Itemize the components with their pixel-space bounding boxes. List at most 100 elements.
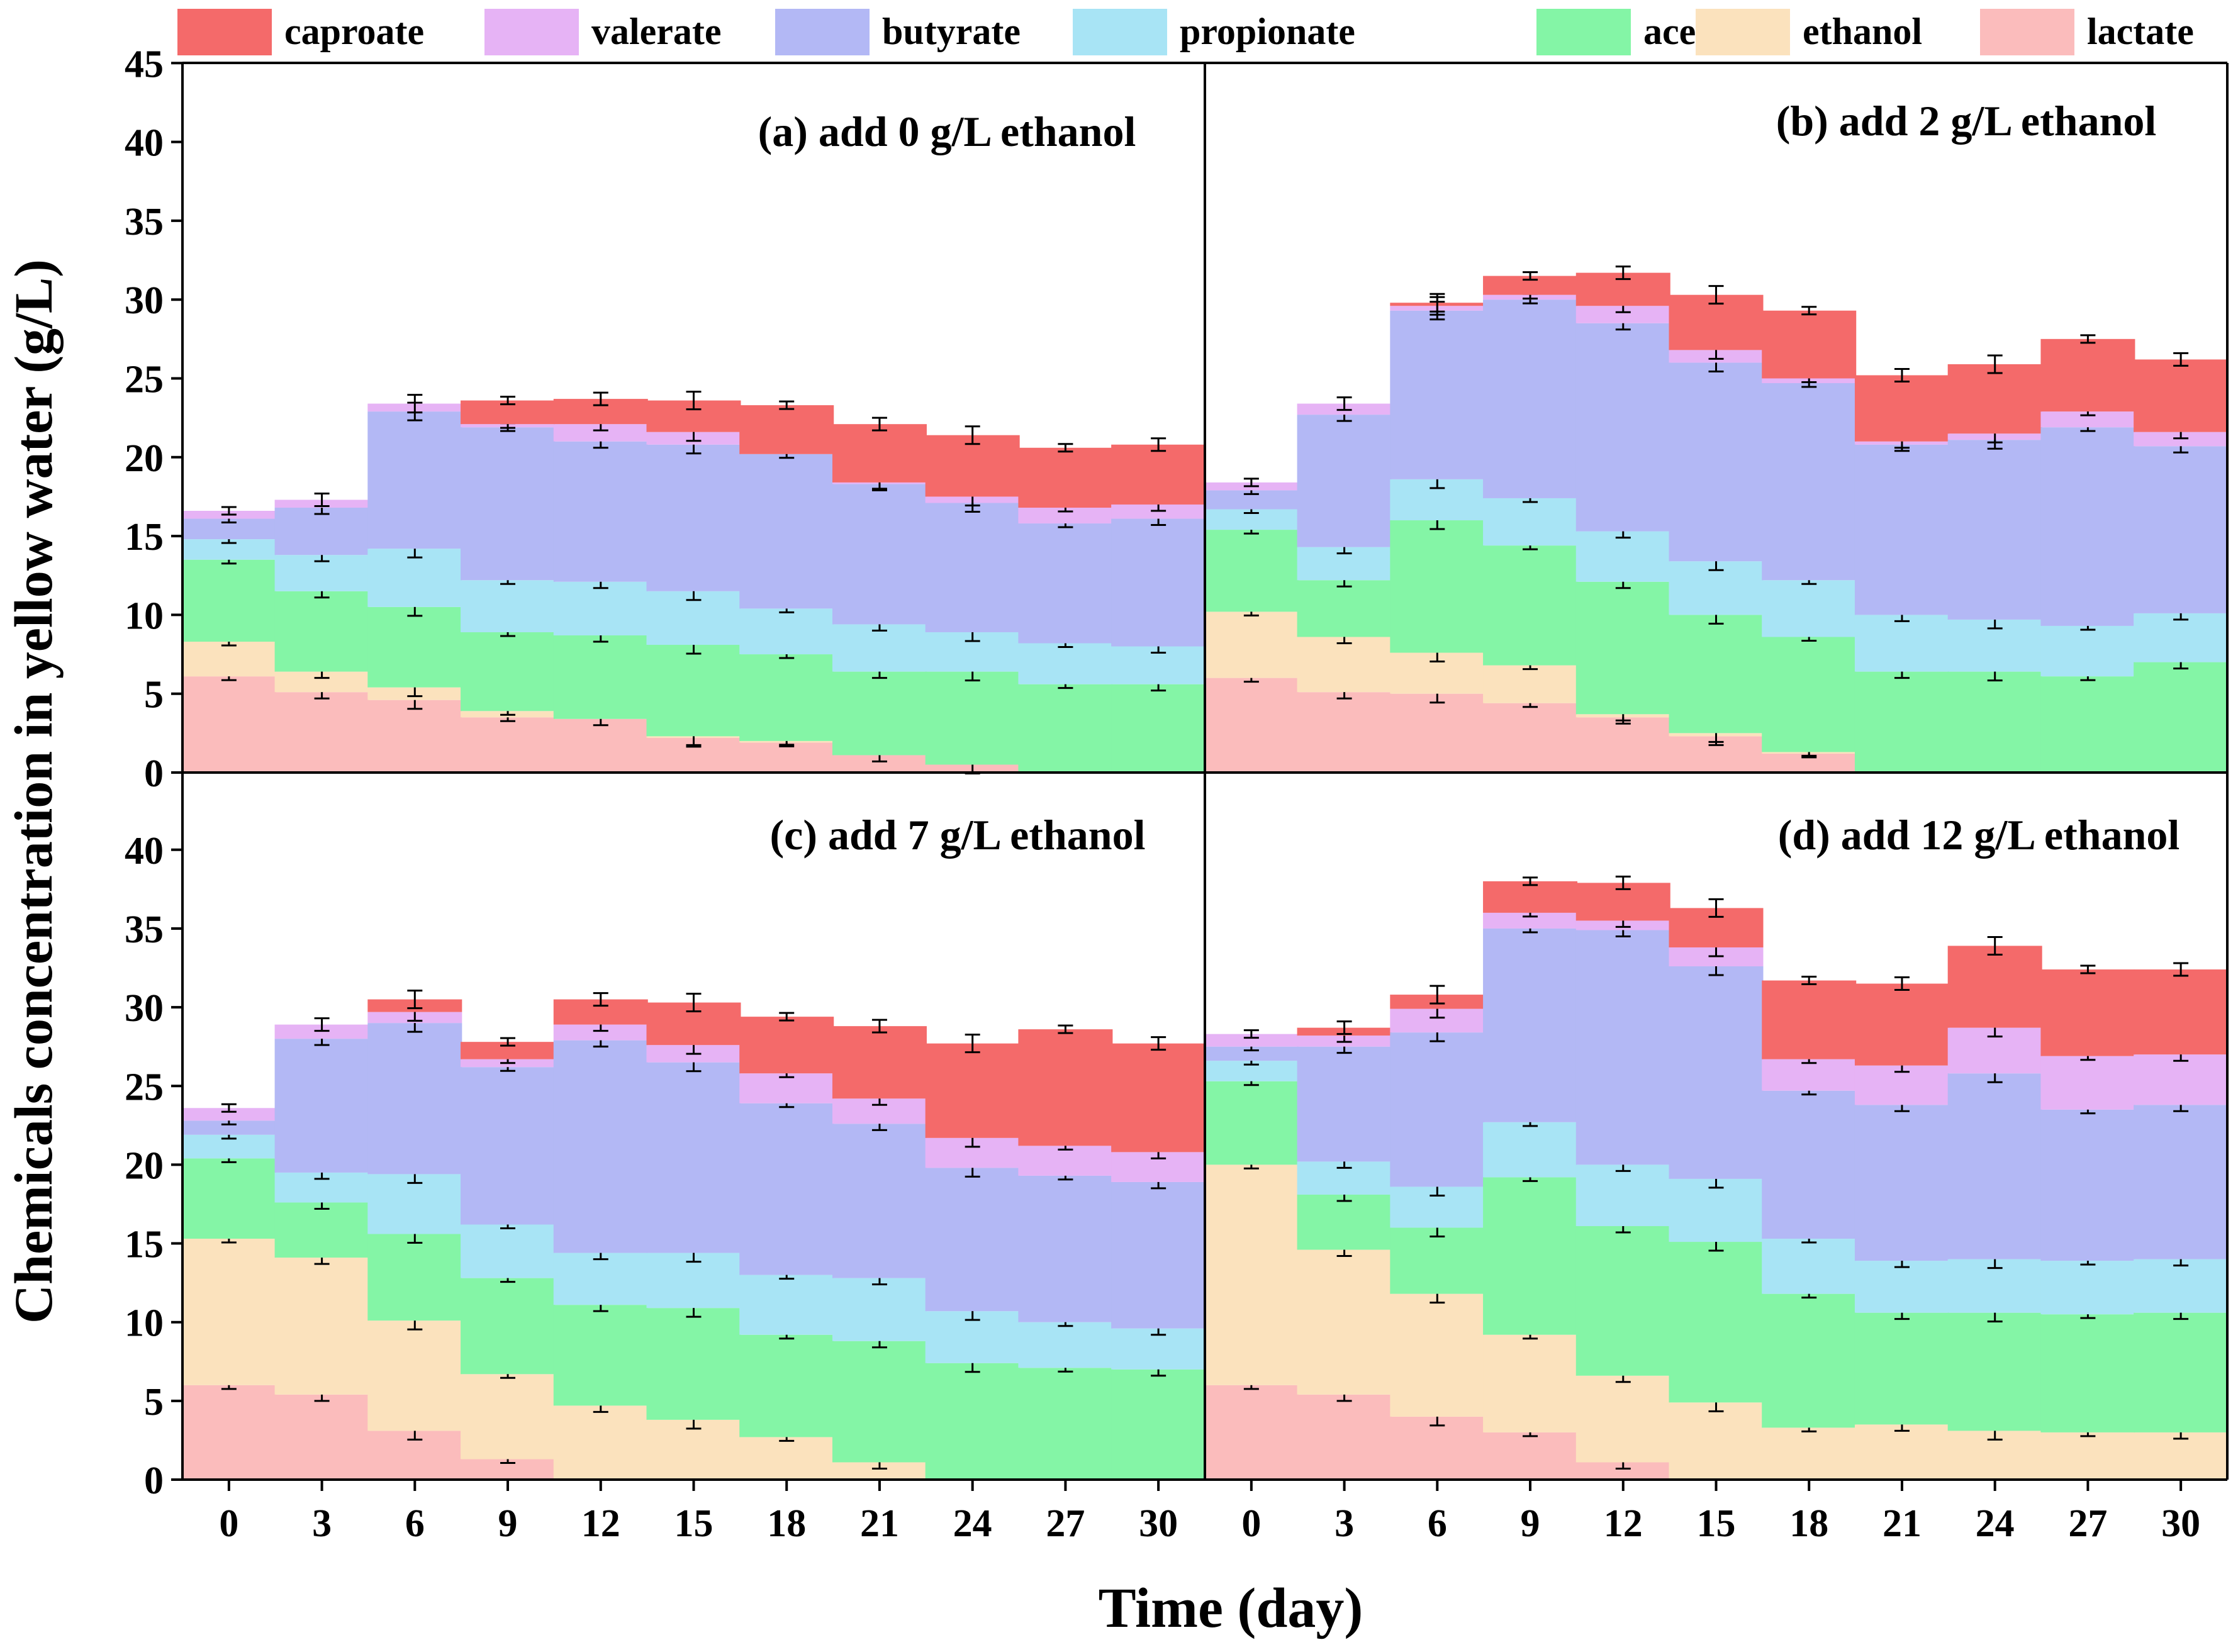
- bar-segment-lactate: [181, 1385, 276, 1480]
- y-tick-label: 30: [125, 987, 164, 1030]
- bar-segment-butyrate: [1483, 299, 1578, 498]
- bar-segment-butyrate: [461, 427, 556, 581]
- y-tick-label: 0: [144, 1459, 164, 1502]
- bar-segment-valerate: [2134, 1054, 2229, 1105]
- bar-stack: [1111, 1036, 1206, 1480]
- error-bar: [500, 396, 516, 406]
- bar-segment-acetate: [1669, 615, 1764, 734]
- y-tick-label: 5: [144, 1381, 164, 1424]
- bar-stack: [1483, 271, 1578, 773]
- bar-segment-ethanol: [1762, 1427, 1857, 1480]
- error-bar: [871, 1019, 887, 1034]
- error-bar: [2173, 352, 2189, 367]
- error-bar: [1151, 1036, 1167, 1051]
- bar-segment-butyrate: [1390, 310, 1485, 479]
- bar-segment-lactate: [1297, 692, 1392, 773]
- error-bar: [407, 394, 423, 414]
- bar-segment-caproate: [1018, 1029, 1113, 1146]
- bar-segment-butyrate: [739, 454, 834, 609]
- bar-segment-acetate: [1669, 1242, 1764, 1403]
- bar-segment-ethanol: [181, 642, 276, 677]
- error-bar: [2080, 964, 2096, 974]
- bar-stack: [1575, 265, 1670, 773]
- bar-segment-butyrate: [832, 484, 927, 625]
- error-bar: [1336, 1020, 1352, 1035]
- bar-segment-acetate: [1483, 1177, 1578, 1335]
- bar-stack: [1854, 976, 1949, 1480]
- error-bar: [1151, 437, 1167, 452]
- bar-stack: [2134, 352, 2229, 773]
- bar-segment-caproate: [2134, 359, 2229, 432]
- bar-segment-butyrate: [1483, 928, 1578, 1122]
- bar-segment-propionate: [553, 1253, 648, 1305]
- bar-segment-caproate: [925, 435, 1020, 497]
- x-tick-label: 27: [1046, 1502, 1085, 1545]
- bar-segment-lactate: [1390, 693, 1485, 773]
- bar-segment-propionate: [461, 580, 556, 632]
- y-tick-label: 10: [125, 594, 164, 637]
- error-bar: [1987, 935, 2003, 956]
- bar-segment-butyrate: [646, 1062, 741, 1253]
- bar-segment-ethanol: [1204, 611, 1299, 678]
- error-bar: [1430, 293, 1445, 313]
- bar-stack: [832, 416, 927, 773]
- bar-segment-propionate: [832, 624, 927, 672]
- bar-stack: [1947, 935, 2042, 1480]
- bar-segment-acetate: [1297, 580, 1392, 637]
- bar-segment-butyrate: [1390, 1032, 1485, 1187]
- error-bar: [1058, 1024, 1073, 1034]
- bar-segment-propionate: [2134, 613, 2229, 662]
- legend-swatch: [177, 9, 272, 55]
- bar-segment-ethanol: [739, 1437, 834, 1480]
- legend-swatch: [775, 9, 870, 55]
- error-bar: [314, 492, 330, 507]
- bar-segment-butyrate: [1762, 383, 1857, 581]
- bar-segment-propionate: [2134, 1259, 2229, 1313]
- bar-stack: [1018, 1024, 1113, 1480]
- bar-segment-propionate: [832, 1278, 927, 1341]
- bar-stack: [461, 1037, 556, 1480]
- bar-segment-caproate: [1018, 447, 1113, 508]
- bar-segment-butyrate: [2040, 1109, 2135, 1261]
- bar-segment-propionate: [739, 608, 834, 655]
- bar-segment-propionate: [1575, 531, 1670, 582]
- x-tick-label: 3: [1334, 1502, 1354, 1545]
- bar-segment-acetate: [274, 1202, 369, 1258]
- bar-segment-propionate: [1483, 498, 1578, 546]
- bar-stack: [1669, 898, 1764, 1480]
- error-bar: [221, 1103, 237, 1113]
- bar-segment-acetate: [1947, 1312, 2042, 1431]
- bar-stack: [1390, 293, 1485, 773]
- bar-segment-caproate: [1483, 881, 1578, 913]
- bar-segment-ethanol: [1297, 1249, 1392, 1395]
- bar-segment-propionate: [739, 1275, 834, 1335]
- bar-segment-caproate: [2040, 969, 2135, 1056]
- bar-stack: [739, 400, 834, 773]
- bar-segment-acetate: [646, 1308, 741, 1420]
- x-axis-label: Time (day): [1099, 1577, 1363, 1639]
- bar-segment-butyrate: [925, 503, 1020, 632]
- error-bar: [314, 1017, 330, 1032]
- error-bar: [2080, 334, 2096, 344]
- legend-item-ethanol: ethanol: [1696, 9, 1922, 55]
- error-bar: [779, 1012, 795, 1022]
- legend-label: propionate: [1180, 11, 1355, 52]
- legend-label: ethanol: [1803, 11, 1922, 52]
- bar-segment-acetate: [1111, 1369, 1206, 1480]
- x-tick-label: 24: [953, 1502, 992, 1545]
- bar-segment-butyrate: [1947, 440, 2042, 620]
- bar-segment-acetate: [1390, 520, 1485, 653]
- error-bar: [965, 1034, 980, 1054]
- panel-d: (d) add 12 g/L ethanol: [1204, 811, 2229, 1480]
- x-tick-label: 30: [2161, 1502, 2200, 1545]
- error-bar: [500, 1037, 516, 1047]
- bar-segment-acetate: [2040, 1314, 2135, 1432]
- error-bar: [965, 425, 980, 445]
- bar-segment-ethanol: [274, 1258, 369, 1395]
- legend-item-caproate: caproate: [177, 9, 424, 55]
- bar-segment-lactate: [739, 742, 834, 773]
- bar-segment-caproate: [1854, 375, 1949, 442]
- bar-segment-lactate: [1204, 1385, 1299, 1480]
- panel-title: (d) add 12 g/L ethanol: [1778, 811, 2180, 859]
- bar-segment-acetate: [1018, 684, 1113, 773]
